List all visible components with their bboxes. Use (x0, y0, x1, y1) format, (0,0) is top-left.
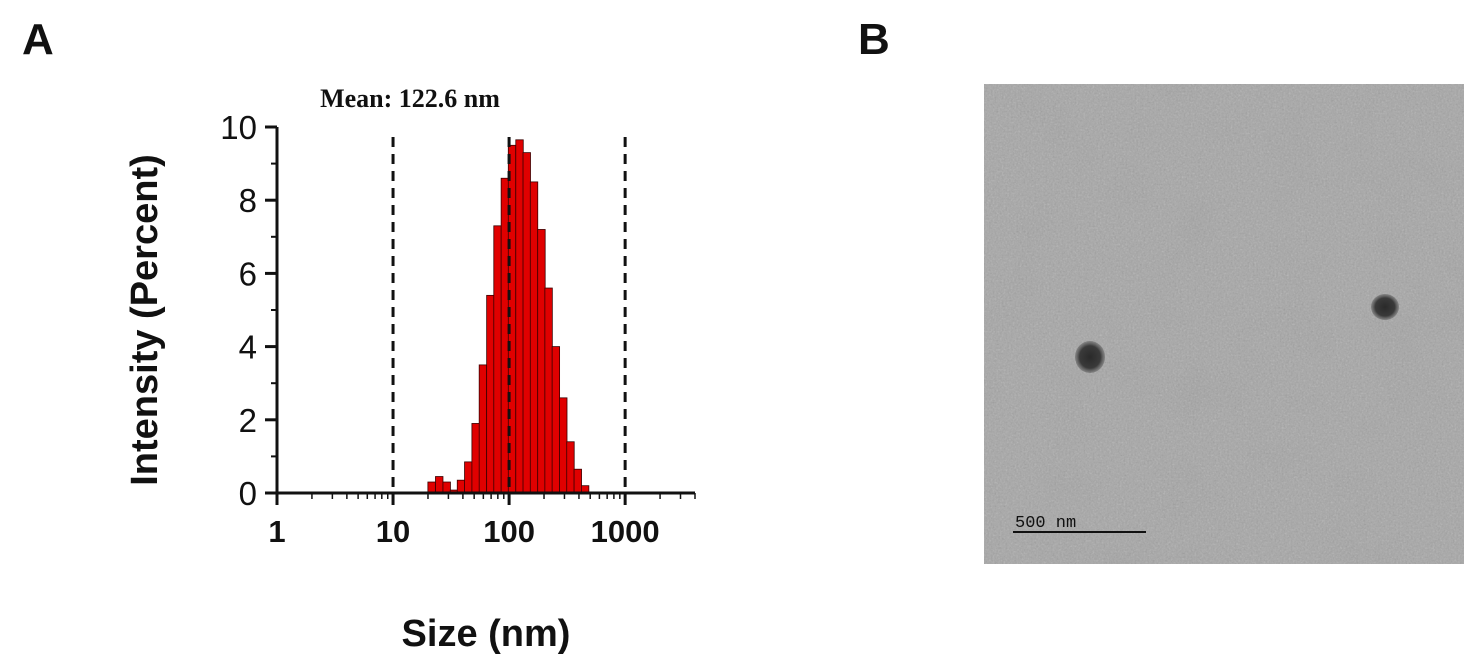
histogram-bar (442, 481, 451, 494)
histogram-bar (573, 468, 582, 494)
panel-label-b: B (858, 15, 890, 64)
x-tick-label: 100 (483, 514, 535, 549)
histogram-bar (515, 139, 524, 494)
reference-lines (391, 137, 627, 493)
histogram-bar (435, 476, 444, 494)
mean-annotation: Mean: 122.6 nm (320, 84, 500, 113)
nanoparticle-right (1371, 294, 1399, 320)
chart-axes (265, 125, 696, 505)
histogram-bar (551, 346, 561, 494)
histogram-bar (427, 481, 436, 494)
histogram-bar (566, 441, 575, 494)
y-tick-label: 10 (220, 109, 257, 146)
histogram-bar (486, 294, 495, 494)
x-tick-label: 1000 (591, 514, 660, 549)
x-tick-label: 1 (268, 514, 285, 549)
y-axis-title: Intensity (Percent) (124, 154, 166, 486)
histogram-bar (471, 423, 480, 494)
histogram-bar (464, 461, 473, 494)
histogram-bar (537, 229, 546, 494)
size-distribution-chart: 0 2 4 6 8 10 1 10 100 1000 Mean: 122.6 nm Size (n… (124, 84, 696, 655)
y-tick-label: 0 (239, 475, 257, 512)
tem-image: 500 nm (984, 84, 1464, 564)
histogram-bar (500, 177, 510, 494)
y-tick-label: 2 (239, 402, 257, 439)
x-tick-label: 10 (376, 514, 410, 549)
nanoparticle-left (1075, 341, 1105, 373)
y-tick-label: 6 (239, 255, 257, 292)
panel-label-a: A (22, 15, 54, 64)
scale-bar-label: 500 nm (1015, 514, 1076, 533)
tem-micrograph: 500 nm (984, 84, 1464, 564)
histogram-bar (493, 225, 502, 494)
histogram-bar (544, 287, 553, 494)
histogram-bar (456, 479, 466, 494)
y-tick-label: 4 (239, 329, 257, 366)
tick-labels: 0 2 4 6 8 10 1 10 100 1000 (220, 109, 659, 549)
y-tick-label: 8 (239, 182, 257, 219)
histogram-bar (522, 152, 531, 494)
x-axis-title: Size (nm) (402, 613, 571, 655)
tem-texture-grain (984, 84, 1464, 564)
histogram-bar (478, 364, 488, 494)
histogram-bar (559, 397, 568, 494)
histogram-bar (529, 181, 539, 494)
